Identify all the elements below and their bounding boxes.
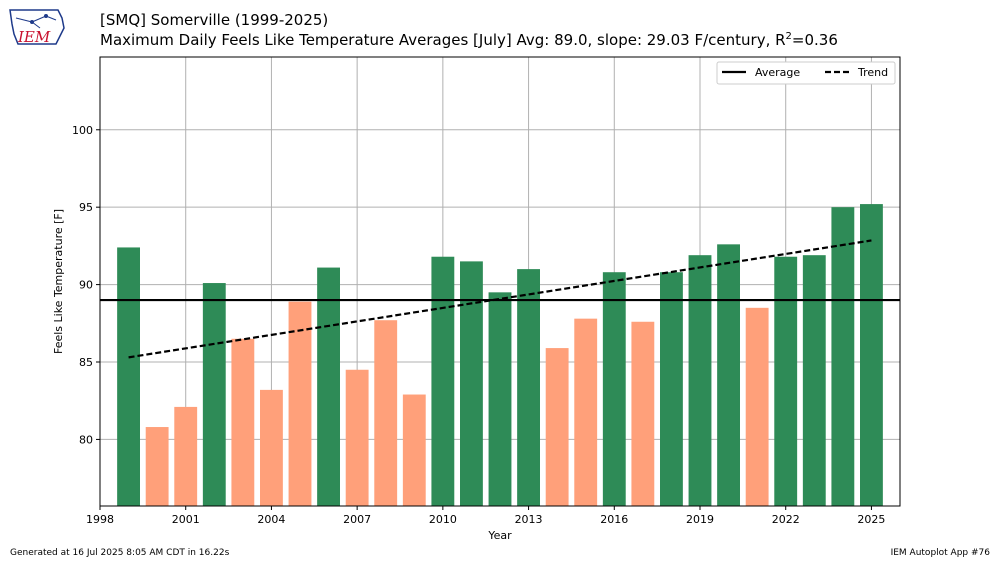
- x-tick-label: 2004: [257, 513, 285, 526]
- bar-2005: [288, 301, 312, 506]
- x-tick-label: 2010: [429, 513, 457, 526]
- bar-2017: [631, 321, 655, 506]
- x-tick-label: 2022: [772, 513, 800, 526]
- bar-2011: [460, 261, 483, 506]
- bar-1999: [117, 247, 140, 506]
- y-axis-label: Feels Like Temperature [F]: [52, 209, 65, 354]
- bar-2015: [574, 318, 598, 506]
- bar-2014: [545, 348, 569, 506]
- trend-line: [128, 239, 872, 359]
- bar-2004: [260, 389, 283, 506]
- x-tick-label: 1998: [86, 513, 114, 526]
- chart-subtitle: Maximum Daily Feels Like Temperature Ave…: [100, 31, 838, 49]
- bar-2023: [802, 255, 826, 506]
- bar-2002: [202, 283, 226, 506]
- title-line1: [SMQ] Somerville (1999-2025): [100, 11, 329, 29]
- title-line2-sup: 2: [785, 31, 792, 42]
- y-tick-label: 95: [79, 201, 93, 214]
- bar-2000: [145, 427, 169, 506]
- bar-2009: [402, 394, 426, 506]
- y-tick-label: 85: [79, 356, 93, 369]
- axis-ticks: 1998 2001 2004 2007 2010 2013 2016 2019 2022 2025…: [72, 124, 885, 526]
- x-tick-label: 2007: [343, 513, 371, 526]
- bar-2020: [717, 244, 740, 507]
- bar-2012: [488, 292, 512, 506]
- x-tick-label: 2001: [172, 513, 200, 526]
- legend-box: [716, 61, 896, 85]
- bar-2001: [174, 406, 198, 506]
- y-tick-label: 100: [72, 124, 93, 137]
- generated-timestamp: Generated at 16 Jul 2025 8:05 AM CDT in …: [10, 548, 230, 558]
- logo-text: IEM: [17, 28, 51, 46]
- bar-2010: [431, 256, 455, 506]
- plot-frame: [99, 56, 901, 507]
- bar-2006: [317, 267, 340, 506]
- bar-2013: [517, 269, 540, 506]
- bar-2024: [831, 207, 855, 507]
- bar-2003: [231, 338, 255, 506]
- legend-average-label: Average: [755, 66, 800, 79]
- bar-2021: [745, 307, 769, 506]
- reference-lines: [100, 239, 900, 359]
- bar-2022: [774, 256, 798, 506]
- x-tick-label: 2025: [857, 513, 885, 526]
- title-line2-prefix: Maximum Daily Feels Like Temperature Ave…: [100, 31, 786, 49]
- legend-trend-label: Trend: [857, 66, 888, 79]
- iem-logo: IEM: [6, 4, 68, 52]
- bar-2008: [374, 320, 398, 506]
- title-line2-suffix: =0.36: [791, 31, 838, 49]
- legend: Average Trend: [716, 61, 896, 85]
- bar-2018: [660, 272, 683, 506]
- bar-2007: [345, 369, 369, 506]
- bars: [117, 204, 883, 507]
- x-tick-label: 2019: [686, 513, 714, 526]
- x-axis-label: Year: [487, 529, 512, 542]
- x-tick-label: 2016: [600, 513, 628, 526]
- bar-2016: [602, 272, 626, 506]
- y-tick-label: 90: [79, 279, 93, 292]
- y-tick-label: 80: [79, 433, 93, 446]
- chart-title: [SMQ] Somerville (1999-2025): [100, 11, 328, 29]
- bar-2019: [688, 255, 712, 506]
- x-tick-label: 2013: [515, 513, 543, 526]
- app-credit: IEM Autoplot App #76: [890, 548, 990, 558]
- bar-2025: [860, 204, 883, 506]
